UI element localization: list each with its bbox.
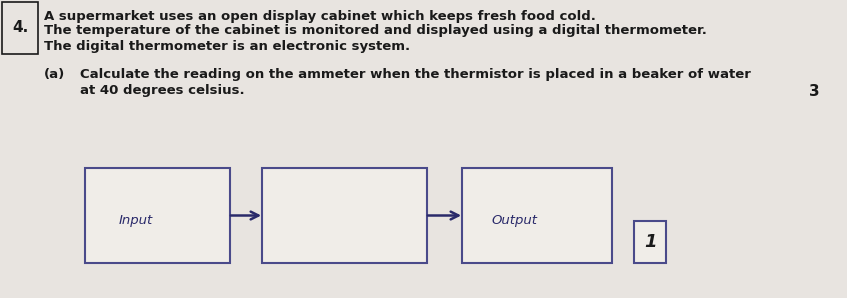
Bar [2, 2, 38, 54]
Text: (a): (a) [44, 68, 65, 81]
Bar [634, 221, 666, 263]
Text: 4.: 4. [12, 21, 28, 35]
Text: A supermarket uses an open display cabinet which keeps fresh food cold.: A supermarket uses an open display cabin… [44, 10, 596, 23]
Bar [85, 168, 230, 263]
Bar [262, 168, 427, 263]
Text: The temperature of the cabinet is monitored and displayed using a digital thermo: The temperature of the cabinet is monito… [44, 24, 707, 37]
Text: Output: Output [491, 214, 538, 227]
Text: 3: 3 [810, 84, 820, 99]
Bar [462, 168, 612, 263]
Text: at 40 degrees celsius.: at 40 degrees celsius. [80, 84, 245, 97]
Text: The digital thermometer is an electronic system.: The digital thermometer is an electronic… [44, 40, 410, 53]
Text: Input: Input [119, 214, 152, 227]
Text: 1: 1 [644, 233, 656, 251]
Text: Calculate the reading on the ammeter when the thermistor is placed in a beaker o: Calculate the reading on the ammeter whe… [80, 68, 751, 81]
